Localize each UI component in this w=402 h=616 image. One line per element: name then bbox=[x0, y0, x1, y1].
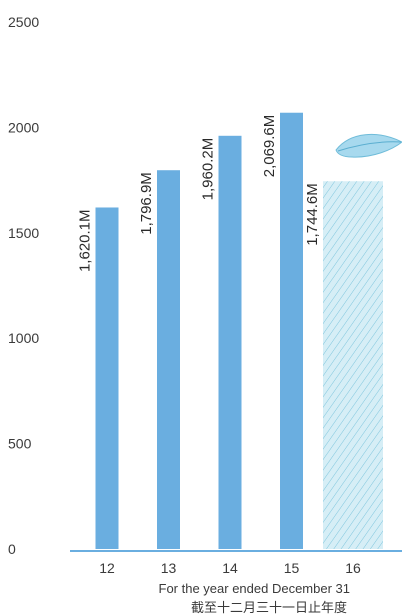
bar bbox=[157, 170, 180, 549]
y-axis-ticks: 0 500 1000 1500 2000 2500 bbox=[8, 14, 39, 557]
x-axis-label: For the year ended December 31 bbox=[158, 581, 351, 596]
y-tick-label: 1500 bbox=[8, 225, 39, 241]
x-axis-label-chinese: 截至十二月三十一日止年度 bbox=[190, 600, 347, 615]
y-tick-label: 2500 bbox=[8, 14, 39, 30]
bar bbox=[280, 112, 303, 549]
y-tick-label: 2000 bbox=[8, 119, 39, 135]
y-tick-label: 1000 bbox=[8, 330, 39, 346]
x-tick-label: 16 bbox=[345, 560, 361, 576]
data-labels: 1,620.1M 1,796.9M 1,960.2M 2,069.6M 1,744.6M bbox=[77, 115, 322, 272]
y-tick-label: 0 bbox=[8, 541, 16, 557]
bar bbox=[323, 181, 383, 549]
data-label: 2,069.6M bbox=[261, 115, 278, 178]
data-label: 1,796.9M bbox=[138, 172, 155, 235]
x-tick-label: 14 bbox=[222, 560, 238, 576]
data-label: 1,960.2M bbox=[200, 138, 217, 201]
bars bbox=[95, 112, 383, 550]
x-axis-ticks: 12 13 14 15 16 bbox=[99, 560, 361, 576]
x-tick-label: 12 bbox=[99, 560, 115, 576]
y-tick-label: 500 bbox=[8, 436, 32, 452]
data-label: 1,744.6M bbox=[304, 183, 321, 246]
bar bbox=[218, 135, 242, 549]
data-label: 1,620.1M bbox=[77, 209, 94, 272]
x-tick-label: 13 bbox=[161, 560, 177, 576]
bar bbox=[95, 207, 119, 550]
x-tick-label: 15 bbox=[284, 560, 300, 576]
feather-icon bbox=[335, 133, 402, 158]
